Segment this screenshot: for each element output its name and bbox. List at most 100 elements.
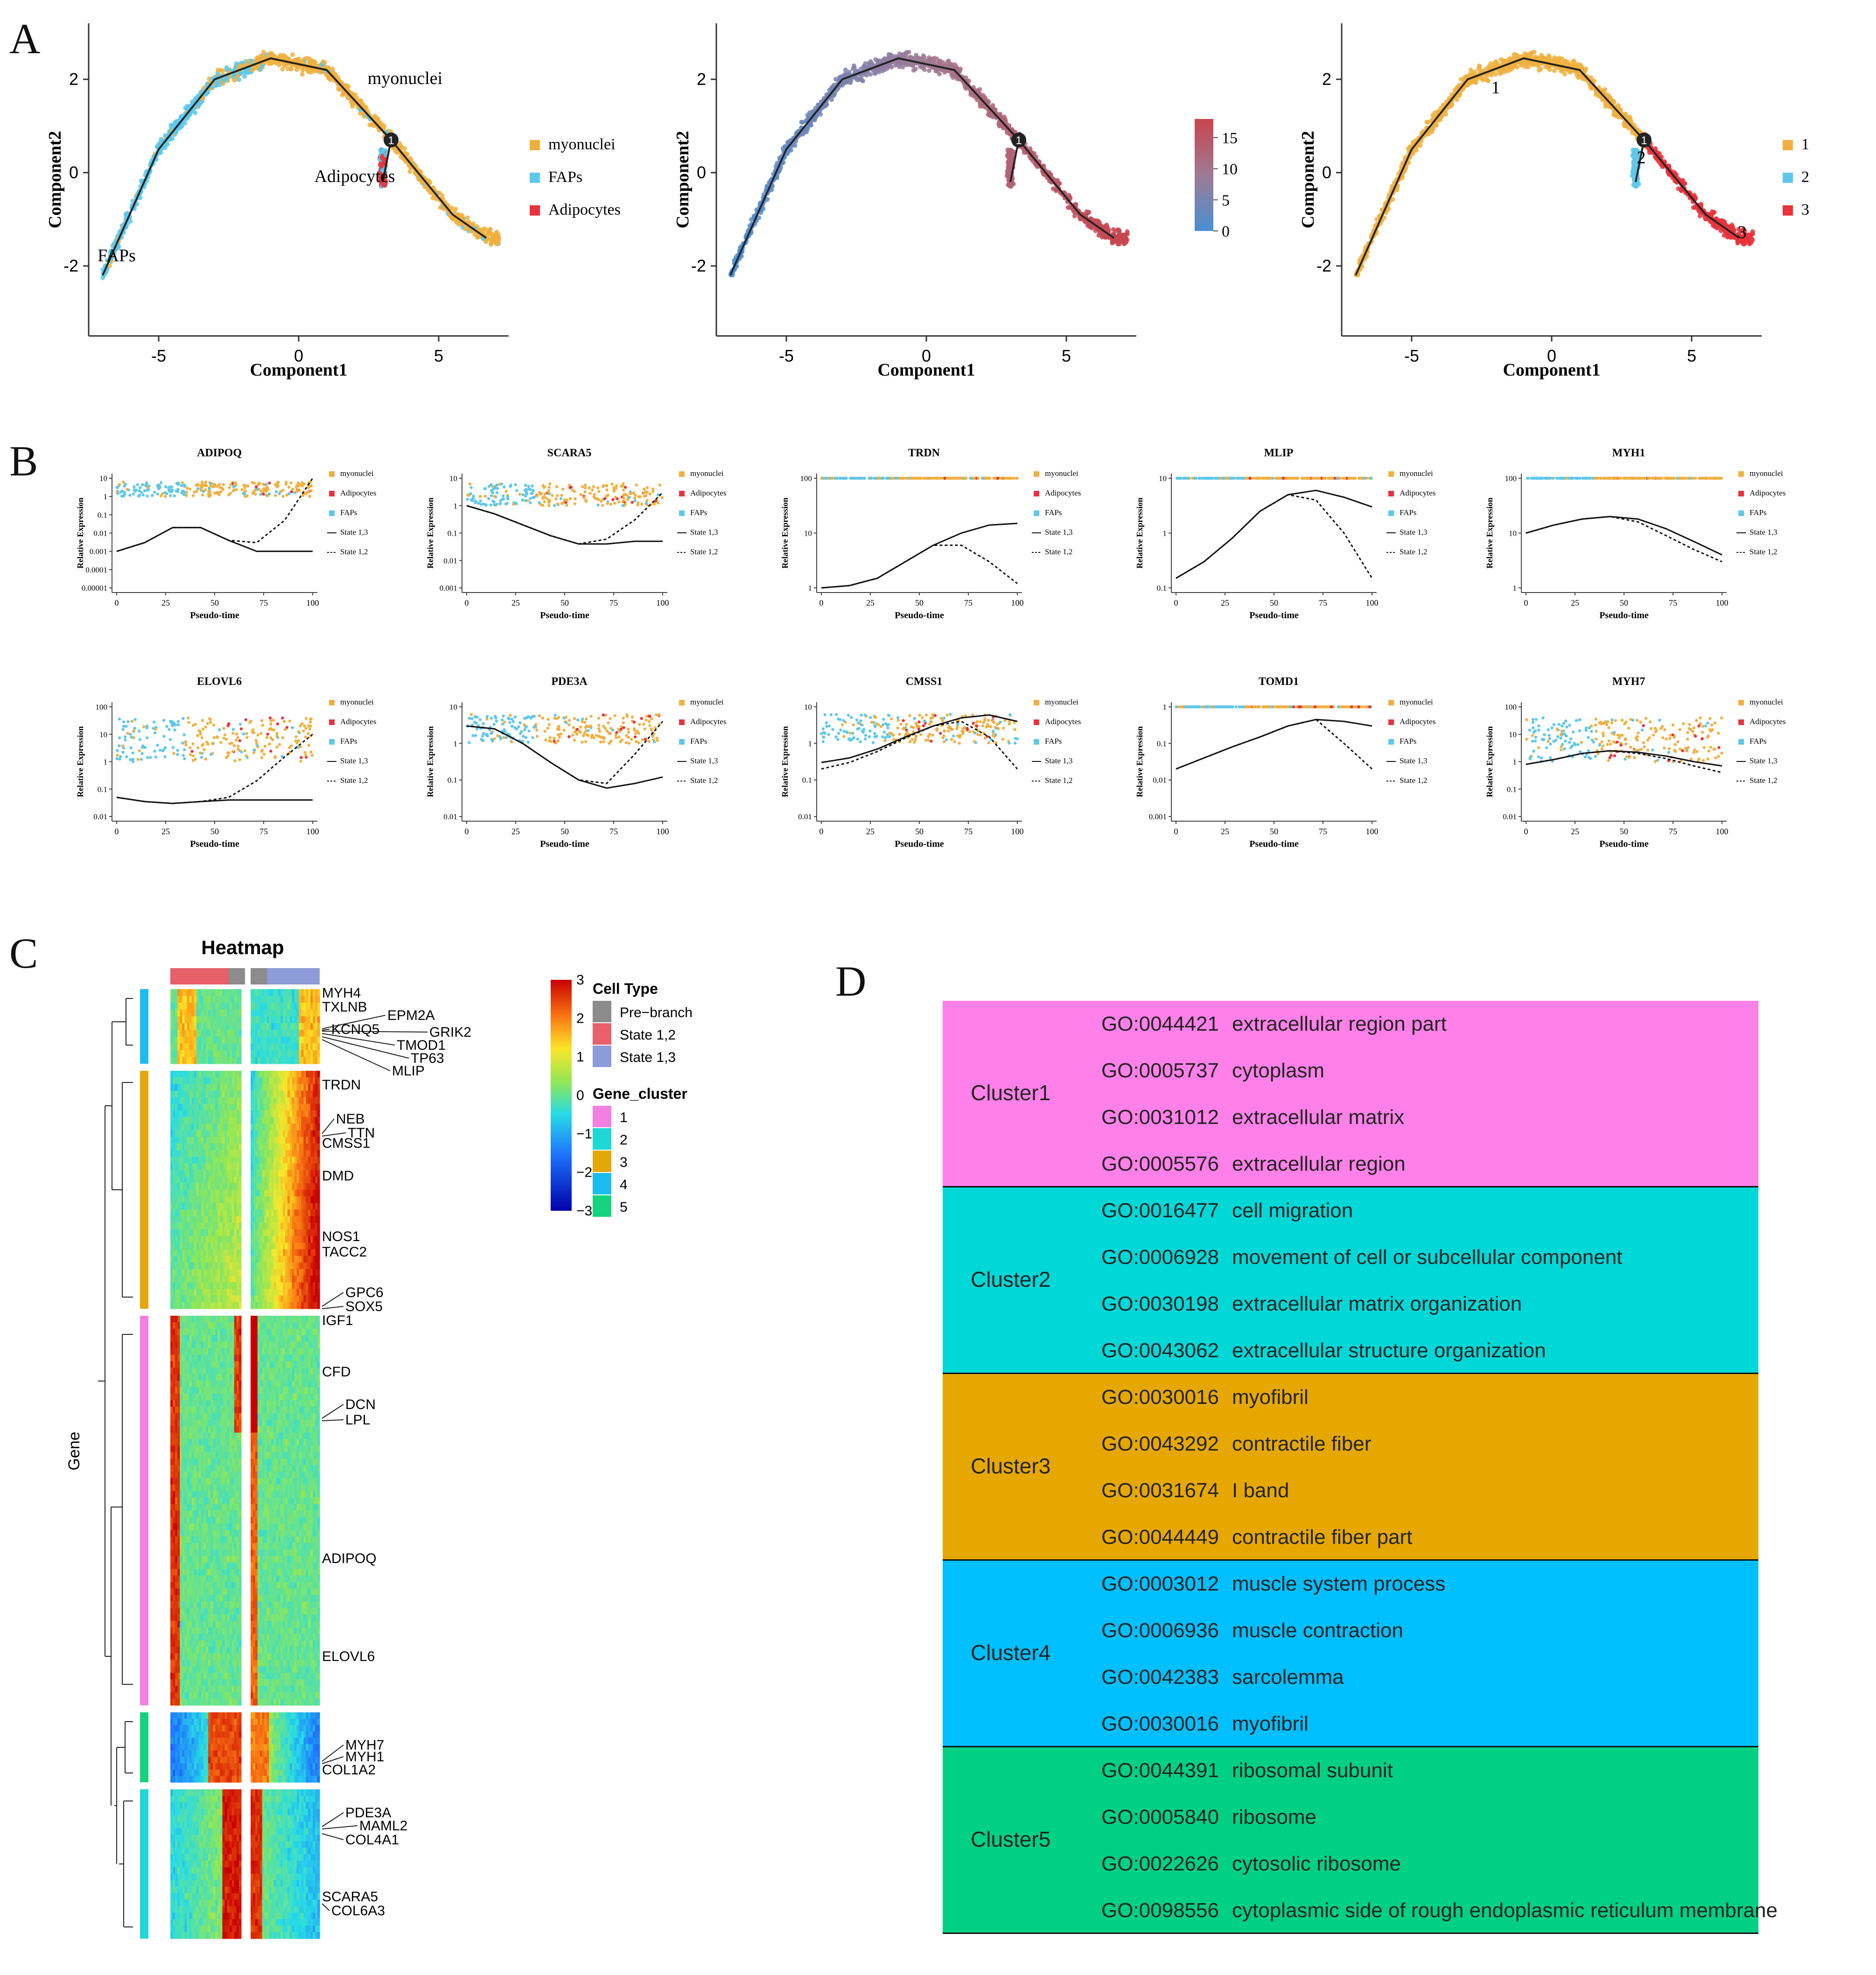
data-point bbox=[271, 54, 276, 59]
data-point bbox=[1125, 229, 1130, 234]
y-tick-label: 0.01 bbox=[443, 556, 457, 565]
x-axis-title: Component1 bbox=[877, 360, 975, 380]
data-point bbox=[195, 102, 200, 107]
expression-points bbox=[115, 480, 313, 498]
data-point bbox=[1102, 224, 1107, 229]
expression-point bbox=[121, 481, 125, 484]
expression-point bbox=[246, 484, 250, 488]
y-tick-label: 0.01 bbox=[93, 529, 107, 538]
legend-label: State 1,2 bbox=[340, 547, 368, 556]
data-point bbox=[897, 64, 902, 70]
data-point bbox=[824, 92, 829, 97]
data-point bbox=[881, 57, 886, 62]
data-point bbox=[325, 65, 330, 70]
data-point bbox=[1741, 242, 1746, 247]
y-tick-label: 0 bbox=[1322, 163, 1331, 182]
x-tick-label: 0 bbox=[465, 598, 469, 607]
expression-point bbox=[118, 483, 121, 487]
expression-point bbox=[295, 490, 298, 493]
expression-point bbox=[547, 486, 551, 489]
expression-point bbox=[548, 482, 552, 486]
data-point bbox=[1653, 146, 1658, 151]
expression-point bbox=[232, 488, 236, 491]
expression-point bbox=[208, 490, 212, 494]
data-point bbox=[1469, 72, 1474, 77]
data-point bbox=[801, 130, 806, 135]
data-point bbox=[465, 215, 470, 220]
data-point bbox=[1750, 229, 1755, 234]
data-point bbox=[1007, 150, 1012, 155]
x-tick-label: 0 bbox=[1547, 346, 1556, 365]
expression-point bbox=[289, 481, 293, 485]
expression-point bbox=[132, 492, 135, 496]
data-point bbox=[1492, 60, 1497, 65]
data-point bbox=[1574, 64, 1579, 70]
data-point bbox=[922, 67, 927, 72]
data-point bbox=[1400, 175, 1405, 181]
expression-point bbox=[169, 494, 172, 497]
expression-point bbox=[140, 491, 143, 494]
data-point bbox=[911, 68, 916, 73]
y-tick-label: 0.001 bbox=[440, 584, 457, 593]
expression-point bbox=[553, 504, 556, 507]
trajectory-line bbox=[1355, 57, 1740, 276]
data-point bbox=[237, 77, 242, 82]
expression-point bbox=[287, 492, 291, 495]
state-1-2-curve bbox=[116, 478, 314, 552]
expression-point bbox=[302, 482, 306, 486]
data-point bbox=[971, 93, 976, 98]
expression-point bbox=[188, 487, 192, 491]
expression-point bbox=[651, 488, 655, 491]
data-point bbox=[187, 104, 192, 109]
y-tick-label: -2 bbox=[1316, 256, 1331, 275]
expression-point bbox=[262, 492, 265, 496]
annotation-label: 1 bbox=[1491, 78, 1500, 98]
expression-point bbox=[183, 484, 187, 488]
expression-point bbox=[167, 488, 170, 492]
data-point bbox=[304, 56, 309, 61]
data-point bbox=[812, 118, 817, 123]
expression-point bbox=[229, 483, 232, 486]
data-point bbox=[1526, 64, 1531, 70]
expression-point bbox=[259, 493, 262, 496]
expression-point bbox=[583, 486, 587, 489]
data-point bbox=[1632, 167, 1637, 172]
data-point bbox=[351, 101, 357, 106]
data-point bbox=[300, 72, 305, 77]
data-point bbox=[867, 60, 872, 65]
data-point bbox=[1035, 164, 1040, 169]
data-point bbox=[1660, 164, 1665, 169]
data-point bbox=[307, 60, 312, 65]
x-axis-title: Pseudo-time bbox=[540, 610, 589, 621]
data-point bbox=[320, 62, 325, 67]
expression-point bbox=[301, 484, 304, 488]
expression-point bbox=[254, 485, 258, 489]
expression-point bbox=[156, 484, 159, 488]
data-point bbox=[1484, 77, 1490, 83]
expression-point bbox=[199, 489, 203, 492]
y-tick-label: 2 bbox=[697, 70, 706, 89]
data-point bbox=[1390, 197, 1395, 202]
data-point bbox=[1626, 115, 1631, 120]
data-point bbox=[183, 105, 188, 111]
data-point bbox=[1067, 195, 1072, 200]
data-point bbox=[1493, 72, 1498, 77]
colorbar bbox=[1195, 119, 1213, 231]
expression-point bbox=[521, 493, 525, 496]
expression-point bbox=[209, 482, 212, 485]
expression-point bbox=[182, 492, 186, 495]
expression-point bbox=[181, 481, 184, 484]
expression-point bbox=[244, 489, 247, 493]
data-point bbox=[245, 70, 250, 76]
data-point bbox=[1072, 214, 1077, 219]
expression-point bbox=[133, 488, 136, 491]
data-point bbox=[1547, 67, 1552, 72]
data-point bbox=[1087, 224, 1092, 229]
legend-label: 3 bbox=[1801, 201, 1809, 218]
expression-point bbox=[284, 481, 288, 484]
data-point bbox=[130, 198, 135, 203]
legend-label: FAPs bbox=[548, 168, 582, 186]
expression-point bbox=[259, 489, 263, 493]
data-point bbox=[903, 52, 908, 57]
